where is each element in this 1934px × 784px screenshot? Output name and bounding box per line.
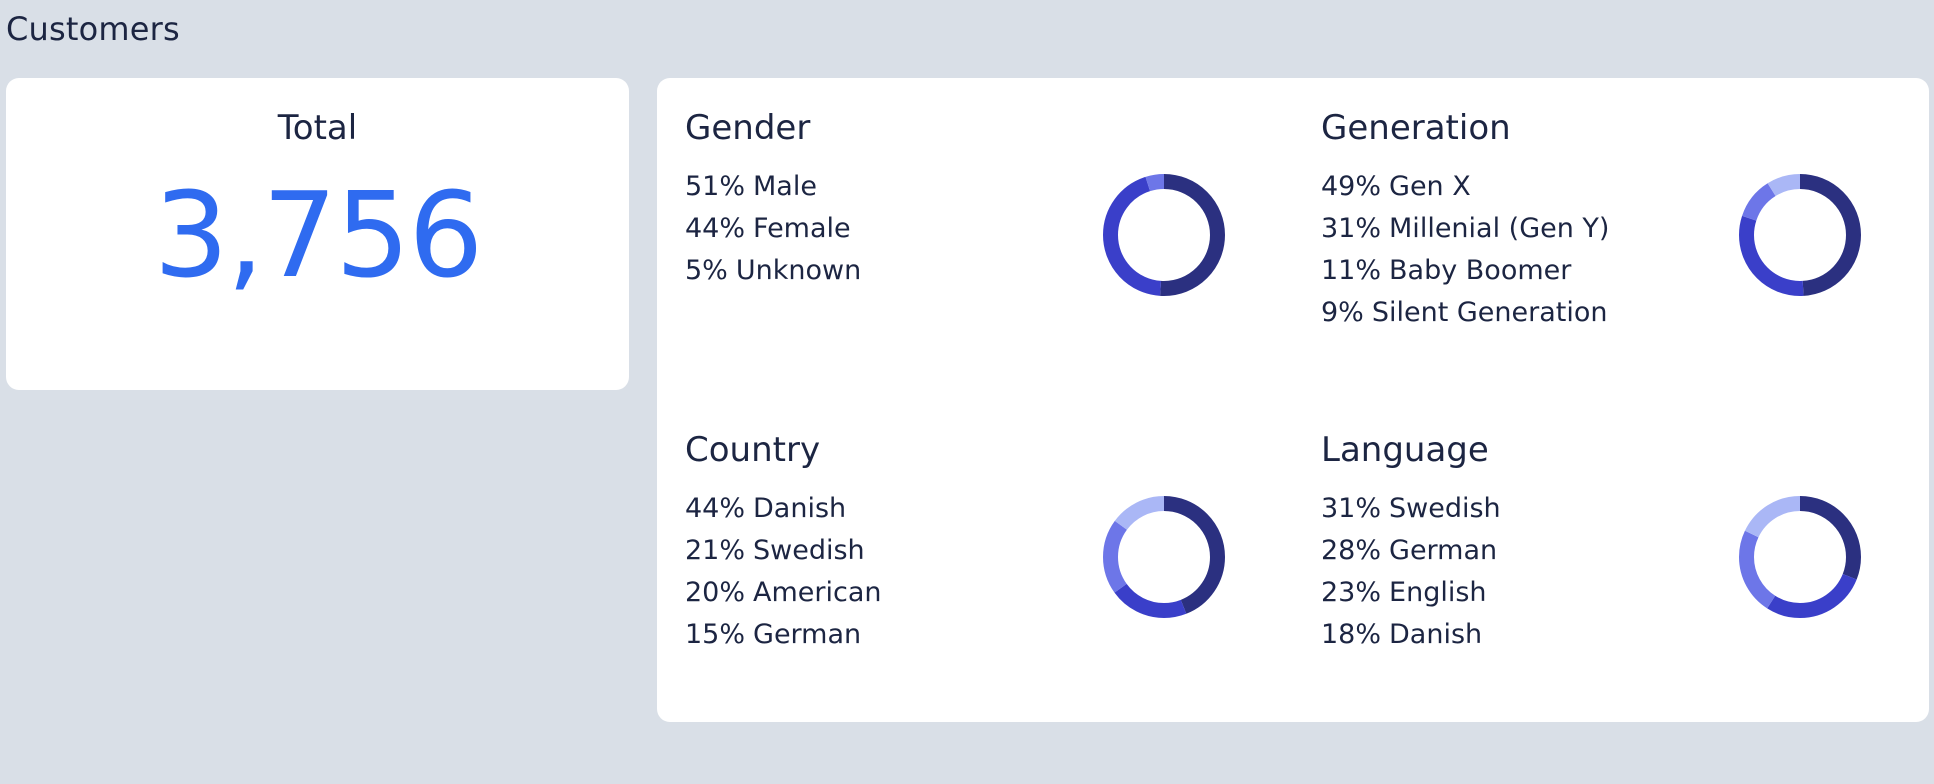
donut-segment xyxy=(1103,496,1225,618)
item-label: Baby Boomer xyxy=(1389,255,1572,286)
item-percent: 51% xyxy=(685,171,746,202)
list-item: 18% Danish xyxy=(1321,614,1501,656)
country-list: 44% Danish 21% Swedish 20% American 15% Germ… xyxy=(685,488,882,656)
list-item: 23% English xyxy=(1321,572,1501,614)
page-title: Customers xyxy=(6,10,180,48)
item-percent: 18% xyxy=(1321,619,1382,650)
generation-donut-chart xyxy=(1738,173,1862,297)
total-value: 3,756 xyxy=(153,166,484,304)
donut-segment xyxy=(1103,174,1225,296)
gender-list: 51% Male 44% Female 5% Unknown xyxy=(685,166,861,292)
panel-title: Language xyxy=(1321,430,1489,470)
item-percent: 31% xyxy=(1321,213,1382,244)
gender-panel: Gender 51% Male 44% Female 5% Unknown xyxy=(657,78,1257,378)
item-percent: 11% xyxy=(1321,255,1382,286)
donut-segment xyxy=(1103,496,1225,618)
item-label: Male xyxy=(753,171,817,202)
list-item: 49% Gen X xyxy=(1321,166,1609,208)
donut-segment xyxy=(1739,174,1861,296)
gender-donut-chart xyxy=(1102,173,1226,297)
total-card: Total 3,756 xyxy=(6,78,629,390)
item-label: Swedish xyxy=(1389,493,1501,524)
item-percent: 31% xyxy=(1321,493,1382,524)
donut-svg xyxy=(1739,174,1861,296)
donut-svg xyxy=(1103,496,1225,618)
item-percent: 5% xyxy=(685,255,728,286)
donut-svg xyxy=(1103,174,1225,296)
item-label: German xyxy=(1389,535,1498,566)
item-percent: 20% xyxy=(685,577,746,608)
item-percent: 15% xyxy=(685,619,746,650)
country-donut-chart xyxy=(1102,495,1226,619)
item-percent: 44% xyxy=(685,213,746,244)
country-panel: Country 44% Danish 21% Swedish 20% American… xyxy=(657,400,1257,700)
list-item: 21% Swedish xyxy=(685,530,882,572)
donut-segment xyxy=(1739,496,1861,618)
generation-panel: Generation 49% Gen X 31% Millenial (Gen Y)… xyxy=(1293,78,1893,378)
donut-segment xyxy=(1739,496,1861,618)
donut-segment xyxy=(1103,174,1225,296)
list-item: 9% Silent Generation xyxy=(1321,292,1609,334)
item-label: Gen X xyxy=(1389,171,1471,202)
item-percent: 49% xyxy=(1321,171,1382,202)
language-panel: Language 31% Swedish 28% German 23% English… xyxy=(1293,400,1893,700)
item-label: Swedish xyxy=(753,535,865,566)
list-item: 28% German xyxy=(1321,530,1501,572)
item-label: English xyxy=(1389,577,1487,608)
item-percent: 28% xyxy=(1321,535,1382,566)
item-percent: 23% xyxy=(1321,577,1382,608)
item-label: Millenial (Gen Y) xyxy=(1389,213,1610,244)
item-label: American xyxy=(753,577,882,608)
item-label: Female xyxy=(753,213,851,244)
list-item: 15% German xyxy=(685,614,882,656)
list-item: 51% Male xyxy=(685,166,861,208)
donut-svg xyxy=(1739,496,1861,618)
panel-title: Generation xyxy=(1321,108,1511,148)
list-item: 5% Unknown xyxy=(685,250,861,292)
language-donut-chart xyxy=(1738,495,1862,619)
item-label: Unknown xyxy=(735,255,862,286)
donut-segment xyxy=(1103,496,1225,618)
list-item: 44% Female xyxy=(685,208,861,250)
demographics-card: Gender 51% Male 44% Female 5% Unknown Gener… xyxy=(657,78,1929,722)
item-label: German xyxy=(753,619,862,650)
list-item: 11% Baby Boomer xyxy=(1321,250,1609,292)
panel-title: Country xyxy=(685,430,821,470)
item-percent: 44% xyxy=(685,493,746,524)
language-list: 31% Swedish 28% German 23% English 18% Danis… xyxy=(1321,488,1501,656)
donut-segment xyxy=(1739,496,1861,618)
item-label: Danish xyxy=(753,493,847,524)
total-label: Total xyxy=(277,108,358,148)
item-label: Danish xyxy=(1389,619,1483,650)
list-item: 20% American xyxy=(685,572,882,614)
panel-title: Gender xyxy=(685,108,811,148)
list-item: 44% Danish xyxy=(685,488,882,530)
donut-segment xyxy=(1739,174,1861,296)
generation-list: 49% Gen X 31% Millenial (Gen Y) 11% Baby Bo… xyxy=(1321,166,1609,334)
item-label: Silent Generation xyxy=(1371,297,1608,328)
item-percent: 9% xyxy=(1321,297,1364,328)
list-item: 31% Swedish xyxy=(1321,488,1501,530)
list-item: 31% Millenial (Gen Y) xyxy=(1321,208,1609,250)
item-percent: 21% xyxy=(685,535,746,566)
